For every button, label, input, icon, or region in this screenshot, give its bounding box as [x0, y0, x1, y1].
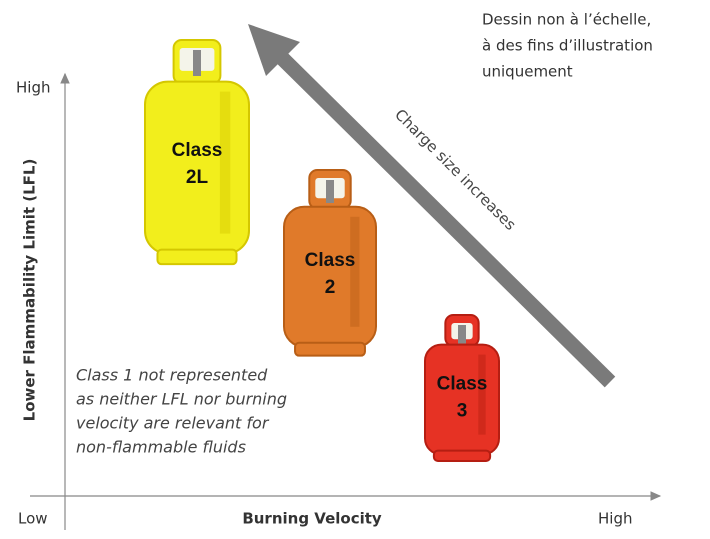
- arrow-label: Charge size increases: [391, 105, 519, 233]
- cylinder-class-name: 3: [457, 400, 468, 421]
- x-high-label: High: [598, 510, 632, 528]
- y-axis-title: Lower Flammability Limit (LFL): [21, 159, 39, 422]
- cylinder-stripe: [220, 92, 230, 234]
- cylinder-valve: [193, 50, 201, 76]
- cylinder-valve: [326, 180, 334, 203]
- cylinder-class-label: Class: [172, 140, 223, 161]
- cylinder-valve: [458, 325, 466, 344]
- cylinder-stripe: [478, 355, 485, 435]
- diagram: Class 2L Class 2 Class 3 Charge size increase…: [0, 0, 710, 539]
- cylinder-class-name: 2: [325, 277, 336, 298]
- cylinder-foot: [295, 343, 365, 356]
- cylinder-class-label: Class: [305, 250, 356, 271]
- footnote-line: as neither LFL nor burning: [76, 390, 287, 409]
- note-line: uniquement: [482, 63, 573, 81]
- footnote-line: velocity are relevant for: [76, 414, 270, 433]
- cylinder-class-name: 2L: [186, 167, 209, 188]
- y-high-label: High: [16, 79, 50, 97]
- cylinder-foot: [157, 250, 236, 265]
- note-line: Dessin non à l’échelle,: [482, 11, 651, 29]
- cylinder-foot: [434, 451, 490, 461]
- origin-label: Low: [18, 510, 48, 528]
- footnote-line: Class 1 not represented: [76, 366, 268, 385]
- x-axis-title: Burning Velocity: [242, 510, 382, 528]
- footnote-line: non-flammable fluids: [76, 438, 246, 457]
- cylinder-stripe: [350, 217, 359, 327]
- note-line: à des fins d’illustration: [482, 37, 653, 55]
- cylinder-class-label: Class: [437, 373, 488, 394]
